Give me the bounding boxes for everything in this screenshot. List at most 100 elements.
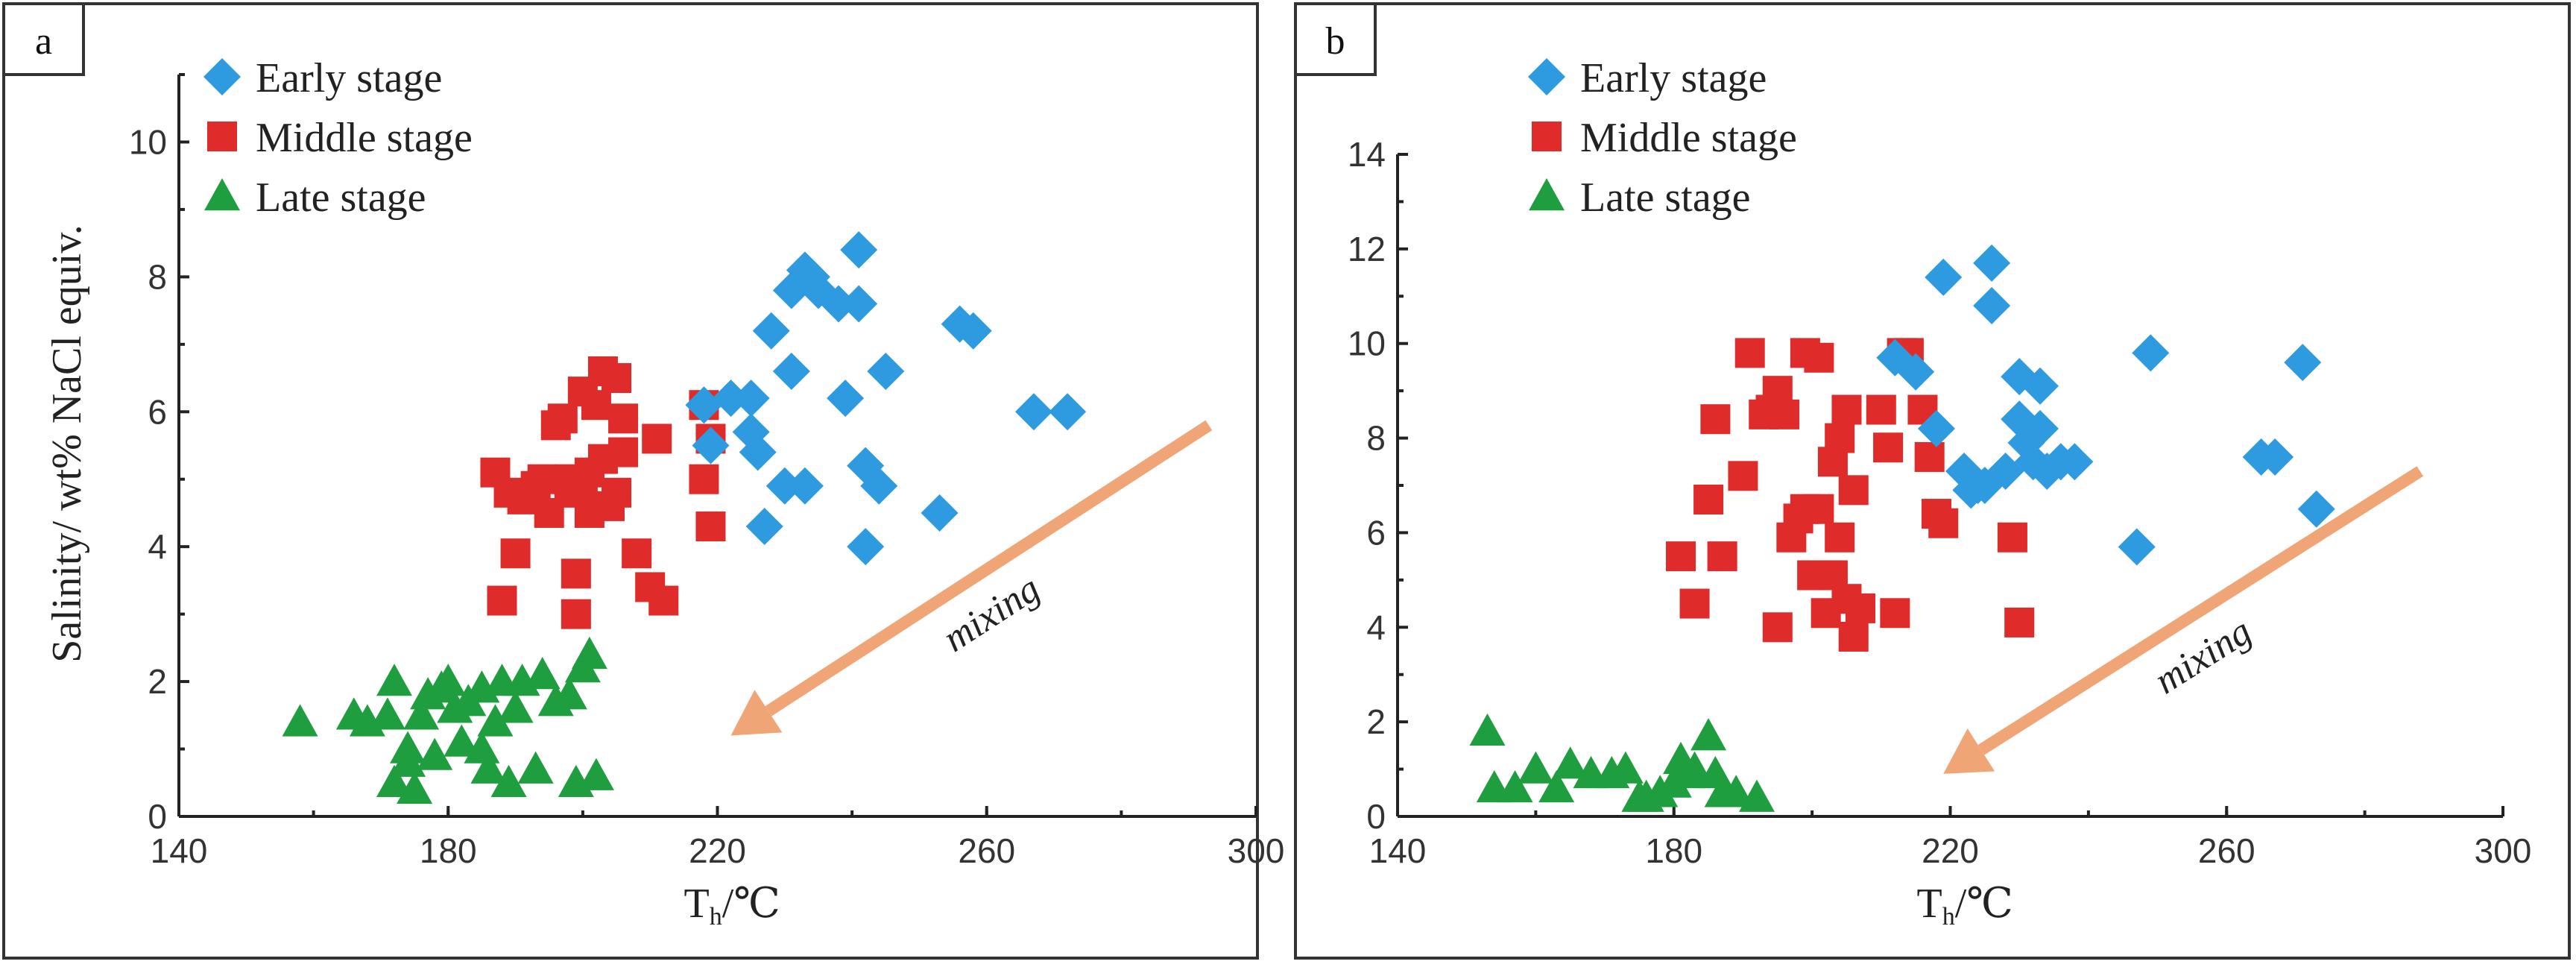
panel-a-point-middle-stage [602, 477, 632, 508]
panel-b-point-middle-stage [1762, 612, 1793, 643]
panel-a-point-early-stage [745, 508, 783, 546]
panel-b-y-tick-label: 6 [1366, 513, 1386, 552]
panel-b-point-middle-stage [1700, 404, 1731, 435]
panel-a-point-middle-stage [648, 585, 679, 616]
panel-a-point-late-stage [490, 764, 527, 797]
panel-a-point-late-stage [477, 704, 514, 737]
panel-b-point-early-stage [1925, 258, 1963, 296]
panel-a-point-late-stage [417, 737, 453, 770]
panel-a-point-middle-stage [689, 464, 719, 494]
panel-b-point-late-stage [1676, 751, 1713, 784]
panel-a-frame [2, 2, 1259, 960]
panel-b-point-middle-stage [2004, 607, 2035, 637]
panel-a-mixing-arrow-head [730, 690, 783, 736]
panel-a-label-box [4, 4, 85, 76]
panel-a-point-middle-stage [602, 363, 632, 394]
panel-a-point-early-stage [954, 312, 992, 350]
panel-b-series-triangle [1469, 713, 1775, 812]
panel-b-point-late-stage [1469, 713, 1506, 746]
panel-b-point-early-stage [2118, 528, 2156, 566]
panel-a-point-early-stage [827, 380, 865, 418]
panel-a-point-early-stage [840, 231, 878, 269]
panel-a-point-middle-stage [622, 538, 652, 569]
panel-a-point-middle-stage [695, 511, 726, 542]
panel-b-point-middle-stage [1866, 394, 1896, 425]
panel-a-point-early-stage [732, 380, 770, 418]
panel-a-x-tick-label: 220 [689, 831, 746, 870]
panel-a-point-late-stage [470, 751, 507, 784]
panel-b-mixing-arrow-head [1943, 728, 1995, 774]
panel-b-point-middle-stage [1825, 423, 1855, 453]
panel-b-point-early-stage [2284, 344, 2322, 382]
panel-a-y-title: Salinity/ wt% NaCl equiv. [44, 224, 90, 662]
panel-b-legend-label: Late stage [1580, 174, 1751, 221]
panel-b-point-middle-stage [1997, 522, 2027, 552]
panel-a-point-early-stage [1049, 393, 1087, 431]
panel-a-point-late-stage [443, 724, 480, 757]
panel-a-point-late-stage [578, 758, 614, 790]
panel-a-point-early-stage [860, 467, 898, 505]
panel-b-point-late-stage [1518, 751, 1554, 784]
panel-a-point-early-stage [820, 285, 858, 323]
panel-a-legend-marker-middle-stage [207, 122, 237, 151]
panel-a: a 140 180 220 260 300 0 2 4 6 8 10 Th/℃ Salinity/ wt%… [2, 2, 1284, 960]
panel-a-point-middle-stage [561, 599, 591, 629]
panel-b-point-middle-stage [1804, 342, 1834, 373]
panel-b-x-tick-label: 300 [2475, 831, 2532, 870]
panel-b-point-late-stage [1538, 769, 1575, 803]
panel-b-y-tick-label: 2 [1366, 702, 1386, 741]
panel-a-mixing-label: mixing [935, 567, 1047, 661]
panel-a-point-late-stage [551, 677, 587, 710]
panel-a-point-early-stage [847, 528, 885, 566]
panel-b-legend-label: Early stage [1580, 55, 1767, 101]
panel-b-point-middle-stage [1693, 485, 1724, 515]
panel-a-point-late-stage [430, 664, 467, 696]
panel-b-point-middle-stage [1666, 541, 1696, 572]
panel-b-point-middle-stage [1838, 621, 1869, 652]
panel-b-point-middle-stage [1770, 399, 1800, 429]
panel-a-point-late-stage [390, 744, 426, 777]
panel-b-point-middle-stage [1831, 394, 1862, 425]
panel-a-point-early-stage [765, 467, 804, 505]
panel-a-point-early-stage [712, 380, 750, 418]
panel-b-point-early-stage [1973, 286, 2011, 324]
panel-a-x-title: Th/℃ [684, 881, 780, 931]
panel-a-legend-label: Early stage [256, 55, 442, 101]
panel-b-point-middle-stage [1838, 475, 1869, 506]
panel-b-point-middle-stage [1880, 598, 1910, 629]
panel-a-point-late-stage [282, 704, 318, 737]
panel-b-point-middle-stage [1728, 461, 1758, 491]
panel-b-point-late-stage [1718, 775, 1755, 807]
panel-a-point-early-stage [685, 386, 723, 424]
panel-a-point-late-stage [369, 697, 405, 730]
panel-b-point-middle-stage [1846, 593, 1876, 623]
panel-b-frame [1294, 2, 2571, 960]
panel-b-point-early-stage [2132, 334, 2170, 372]
panel-a-x-tick-label: 140 [151, 831, 208, 870]
panel-a-y-tick-label: 8 [148, 257, 167, 296]
panel-a-point-early-stage [1014, 393, 1052, 431]
panel-b-x-tick-label: 140 [1369, 831, 1427, 870]
panel-a-y-tick-label: 0 [148, 797, 167, 836]
panel-a-point-middle-stage [642, 423, 672, 454]
panel-b-x-tick-label: 180 [1645, 831, 1702, 870]
panel-a-x-tick-label: 260 [958, 831, 1015, 870]
panel-b-point-early-stage [1897, 353, 1935, 391]
panel-a-point-early-stage [867, 353, 905, 390]
panel-a-point-middle-stage [547, 403, 578, 434]
panel-b-mixing-label: mixing [2147, 610, 2259, 702]
panel-a-point-early-stage [772, 353, 810, 390]
panel-b-y-tick-label: 4 [1366, 608, 1386, 646]
panel-b-point-middle-stage [1804, 494, 1834, 524]
panel-b-y-tick-label: 12 [1348, 230, 1386, 268]
panel-b-point-early-stage [2056, 443, 2094, 481]
panel-a-point-late-stage [403, 697, 440, 730]
panel-b-x-tick-label: 220 [1922, 831, 1979, 870]
panel-b-point-early-stage [2021, 367, 2059, 405]
panel-b-y-tick-label: 8 [1366, 419, 1386, 458]
panel-a-x-tick-label: 180 [420, 831, 477, 870]
panel-a-point-early-stage [786, 467, 824, 505]
panel-b-point-early-stage [2297, 490, 2335, 528]
panel-a-series-diamond [685, 231, 1087, 566]
panel-b: b 140 180 220 260 300 0 2 4 6 8 10 12 14 Th/℃ mixing Ear… [1294, 2, 2571, 960]
